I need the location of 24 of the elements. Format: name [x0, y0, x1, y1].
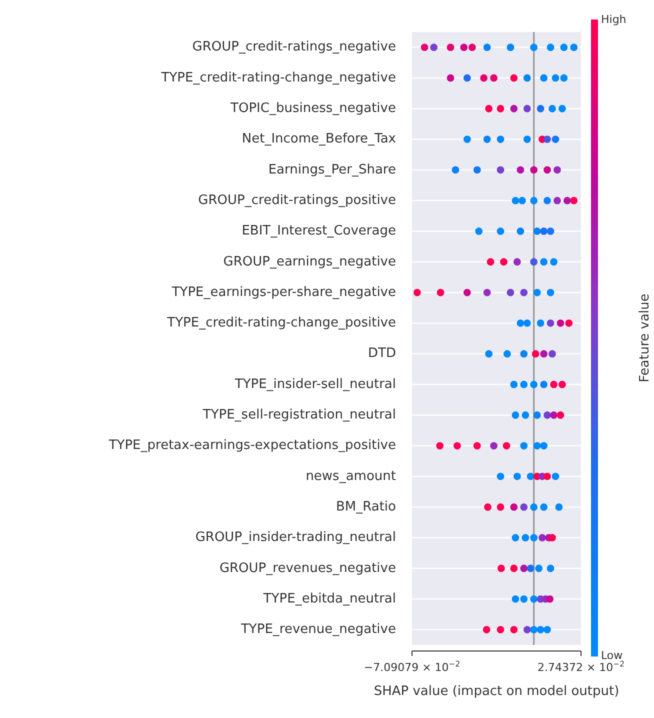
- y-tick-label: GROUP_credit-ratings_negative: [192, 40, 396, 55]
- y-tick-label: Net_Income_Before_Tax: [242, 132, 396, 147]
- y-tick-label: GROUP_insider-trading_neutral: [195, 530, 396, 546]
- color-bar-label: Low: [601, 648, 623, 662]
- x-axis-title: SHAP value (impact on model output): [374, 684, 620, 699]
- y-tick-label: TYPE_credit-rating-change_negative: [160, 70, 396, 86]
- y-tick-label: TYPE_pretax-earnings-expectations_positive: [108, 438, 396, 454]
- y-tick-label: news_amount: [306, 468, 396, 484]
- y-tick-label: Earnings_Per_Share: [268, 162, 396, 178]
- y-tick-label: GROUP_credit-ratings_positive: [198, 192, 396, 208]
- y-tick-label: GROUP_earnings_negative: [223, 254, 396, 270]
- y-tick-label: TYPE_sell-registration_neutral: [202, 408, 396, 422]
- y-tick-label: TYPE_revenue_negative: [240, 622, 396, 638]
- y-tick-label: DTD: [368, 346, 396, 362]
- color-bar-label: High: [601, 12, 626, 26]
- y-tick-label: TYPE_ebitda_neutral: [262, 591, 396, 606]
- color-bar-title: Feature value: [637, 294, 652, 382]
- y-tick-label: EBIT_Interest_Coverage: [242, 224, 396, 239]
- y-tick-label: TYPE_credit-rating-change_positive: [166, 316, 396, 331]
- y-tick-label: TYPE_insider-sell_neutral: [234, 376, 396, 392]
- y-tick-label: BM_Ratio: [336, 499, 396, 514]
- y-tick-label: TYPE_earnings-per-share_negative: [170, 284, 396, 300]
- y-tick-label: GROUP_revenues_negative: [219, 560, 396, 576]
- y-tick-label: TOPIC_business_negative: [230, 101, 396, 116]
